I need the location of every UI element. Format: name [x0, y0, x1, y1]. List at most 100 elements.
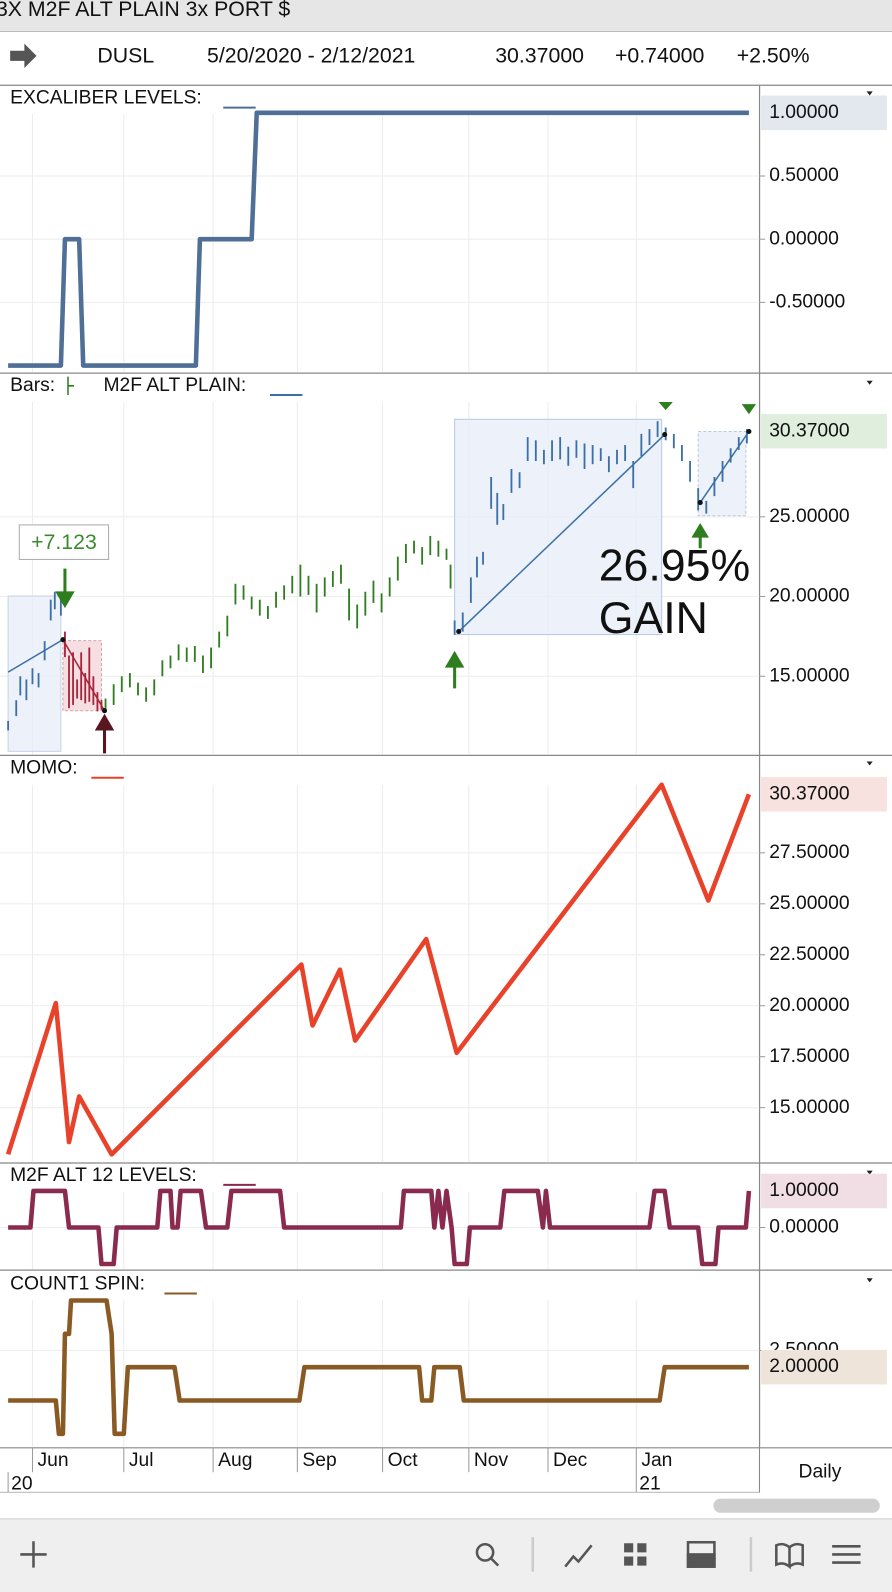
- y-tick-label: 22.50000: [769, 944, 849, 965]
- change: +0.74000: [615, 43, 705, 67]
- x-tick-label: Sep: [302, 1450, 336, 1471]
- line: [8, 1188, 752, 1267]
- x-tick-label: Jun: [38, 1450, 69, 1471]
- pivot: [60, 637, 66, 643]
- menu-caret[interactable]: [866, 1278, 873, 1283]
- sell-arrow: [55, 568, 75, 609]
- gain-text: GAIN: [599, 594, 708, 643]
- toolbar-icons: [20, 1537, 861, 1572]
- trend-line: [7, 638, 64, 673]
- line: [8, 110, 749, 368]
- add-button[interactable]: [20, 1541, 47, 1568]
- panel-title: EXCALIBER LEVELS:: [10, 88, 202, 109]
- panel-menus[interactable]: [866, 91, 877, 1463]
- panel-title: MOMO:: [10, 758, 77, 779]
- panel-title: M2F ALT 12 LEVELS:: [10, 1165, 197, 1186]
- y-tick-label: 0.50000: [769, 165, 839, 186]
- trend-line: [458, 434, 666, 633]
- buy-arrow: [94, 713, 115, 754]
- y-tick-label: 20.00000: [769, 995, 849, 1016]
- title-bar: [0, 0, 892, 32]
- marker: [658, 402, 673, 411]
- x-tick-label: Jul: [129, 1450, 154, 1471]
- x-tick-label: Jan: [641, 1450, 672, 1471]
- last-value-box: [761, 413, 887, 449]
- panel-title: COUNT1 SPIN:: [10, 1273, 145, 1294]
- y-tick-label: 15.00000: [769, 665, 849, 686]
- marker: [741, 404, 757, 415]
- pivot-dots: [60, 428, 752, 714]
- layout-button[interactable]: [624, 1543, 647, 1566]
- grid: 0.50000 0.00000 -0.50000 25.00000 20.00000 15…: [0, 113, 850, 1447]
- plots: 1.00000 30.37000 30.37000 1.00000 2.00000: [5, 95, 887, 1437]
- search-handle: [490, 1557, 500, 1567]
- y-tick-label: 20.00000: [769, 586, 849, 607]
- trend-line: [699, 431, 750, 504]
- last-value-box: [761, 1349, 887, 1385]
- y-tick-label: -0.50000: [769, 291, 845, 312]
- line: [5, 782, 752, 1157]
- price-annotations: +7.123 26.95% GAIN: [7, 402, 757, 754]
- menu-caret[interactable]: [866, 1170, 873, 1175]
- y-tick-label: 25.00000: [769, 506, 849, 527]
- bars-label: Bars:: [10, 375, 55, 396]
- last-value-label: 1.00000: [769, 1180, 839, 1201]
- x-axis: Jun Jul Aug Sep Oct Nov Dec Jan 20 21: [7, 1447, 672, 1494]
- buy-arrow: [691, 522, 709, 549]
- symbol[interactable]: DUSL: [97, 43, 154, 67]
- year-tick-label: 20: [11, 1473, 32, 1494]
- trade-box: [7, 595, 62, 752]
- menu-button[interactable]: [832, 1545, 861, 1564]
- last-value-label: 30.37000: [769, 420, 849, 441]
- interval[interactable]: Daily: [799, 1461, 842, 1482]
- draw-button[interactable]: [564, 1544, 593, 1568]
- toolbar: [0, 1518, 892, 1592]
- pivot: [456, 628, 462, 635]
- panel-title: M2F ALT PLAIN:: [104, 375, 247, 396]
- buy-arrow: [444, 650, 465, 689]
- menu-caret[interactable]: [866, 761, 873, 766]
- y-tick-label: 15.00000: [769, 1097, 849, 1118]
- gain-label: +7.123: [31, 530, 97, 554]
- pivot: [101, 708, 108, 714]
- interval-box[interactable]: [760, 1448, 892, 1493]
- y-tick-label: 0.00000: [769, 228, 839, 249]
- x-tick-label: Dec: [553, 1450, 588, 1471]
- pivot: [662, 432, 668, 438]
- trend-line: [62, 639, 106, 712]
- pivot: [697, 500, 703, 506]
- y-tick-label: 0.00000: [769, 1217, 839, 1238]
- bars-swatch: [67, 376, 75, 395]
- menu-caret[interactable]: [866, 91, 873, 96]
- x-tick-label: Aug: [218, 1450, 252, 1471]
- y-tick-label: 27.50000: [769, 842, 849, 863]
- last-value-box: [761, 95, 887, 131]
- arrow-icon[interactable]: [10, 43, 37, 69]
- last-value-box: [761, 1173, 887, 1209]
- last-value-label: 2.00000: [769, 1356, 839, 1377]
- gain-box: [18, 524, 110, 560]
- last-value-label: 1.00000: [769, 102, 839, 123]
- change-pct: +2.50%: [737, 43, 810, 67]
- x-tick-label: Oct: [388, 1450, 419, 1471]
- x-tick-label: Nov: [474, 1450, 509, 1471]
- year-tick-label: 21: [639, 1473, 660, 1494]
- scrollbar[interactable]: [713, 1498, 880, 1513]
- pivot: [746, 428, 752, 435]
- y-tick-label: 17.50000: [769, 1046, 849, 1067]
- search-button[interactable]: [475, 1543, 495, 1562]
- gain-pct: 26.95%: [599, 541, 750, 590]
- window-title: 3X M2F ALT PLAIN 3x PORT $: [0, 0, 290, 21]
- last-value-box: [761, 777, 887, 812]
- book-button[interactable]: [775, 1542, 804, 1570]
- last-value-label: 30.37000: [769, 783, 849, 804]
- line: [8, 1298, 749, 1437]
- date-range[interactable]: 5/20/2020 - 2/12/2021: [207, 43, 415, 67]
- trade-box: [454, 418, 663, 636]
- y-tick-label: 25.00000: [769, 893, 849, 914]
- menu-caret[interactable]: [866, 380, 873, 385]
- panel-icon: [686, 1553, 716, 1568]
